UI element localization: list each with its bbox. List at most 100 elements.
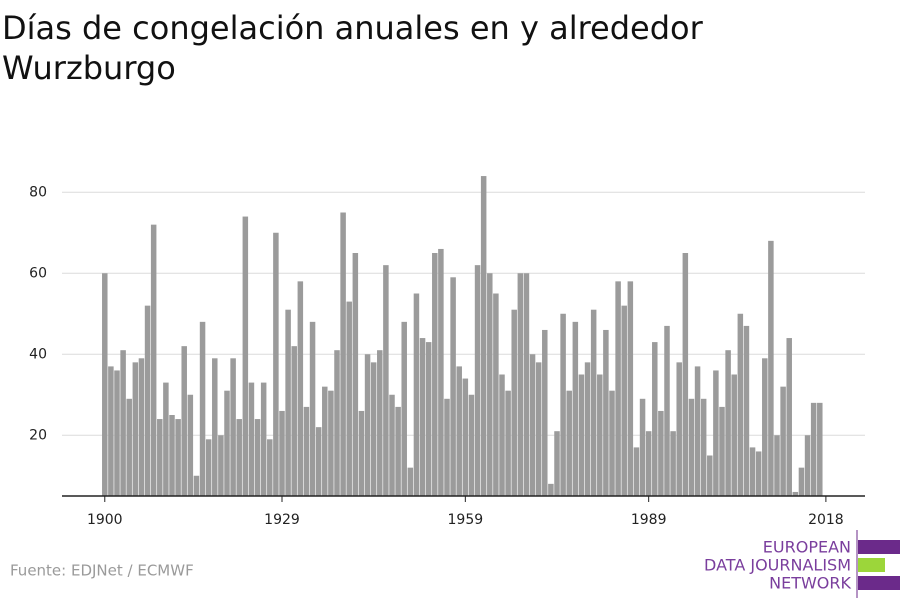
y-tick-label: 60 — [29, 265, 47, 281]
bar — [395, 406, 401, 496]
bar — [309, 321, 316, 496]
bar — [242, 216, 249, 497]
bar — [664, 325, 670, 496]
bar — [163, 382, 169, 496]
bar — [248, 382, 255, 496]
bar — [707, 455, 713, 496]
bar — [181, 346, 187, 496]
bar — [352, 253, 359, 496]
bar — [762, 358, 768, 496]
bar — [218, 435, 224, 496]
bar — [425, 342, 432, 496]
bar — [529, 354, 536, 496]
bar — [572, 321, 579, 496]
bar — [132, 362, 139, 496]
bar — [401, 321, 407, 496]
bar — [554, 431, 560, 496]
bar — [560, 313, 566, 496]
bar — [120, 350, 126, 496]
bar — [645, 431, 652, 496]
bar — [517, 273, 524, 496]
bar — [731, 374, 737, 496]
bar — [419, 338, 426, 496]
bar — [279, 410, 285, 496]
bar — [768, 240, 774, 496]
bar — [328, 390, 334, 496]
bar — [193, 475, 200, 496]
bar — [578, 374, 585, 496]
source: Fuente: EDJNet / ECMWF — [10, 562, 194, 580]
bar — [273, 232, 279, 496]
bar — [187, 394, 194, 496]
y-tick-label: 20 — [29, 427, 47, 443]
bar — [798, 467, 805, 496]
bar — [535, 362, 542, 496]
bar — [389, 394, 395, 496]
y-tick-label: 40 — [29, 346, 47, 362]
bar — [291, 346, 297, 496]
bar — [493, 293, 499, 496]
bar — [175, 419, 181, 496]
logo-bar — [858, 540, 900, 554]
bar — [303, 406, 310, 496]
bar — [407, 467, 414, 496]
logo-bar — [858, 558, 885, 572]
bar — [224, 390, 230, 496]
bar — [548, 483, 554, 496]
bar — [621, 305, 627, 496]
logo: EUROPEAN DATA JOURNALISM NETWORK — [704, 530, 900, 598]
bar — [810, 402, 817, 496]
bar — [590, 309, 597, 496]
y-tick-label: 80 — [29, 184, 47, 200]
bar — [652, 342, 658, 496]
logo-text: EUROPEAN — [763, 538, 851, 557]
bar — [138, 358, 145, 496]
bar — [487, 273, 493, 496]
bar — [212, 358, 218, 496]
bar — [725, 350, 731, 496]
x-tick-label: 1959 — [448, 512, 484, 528]
bar — [755, 451, 762, 496]
bar — [444, 398, 450, 496]
bar — [480, 176, 487, 497]
bar — [682, 253, 689, 496]
chart-title: Días de congelación anuales en y alreded… — [2, 9, 704, 87]
bar — [358, 410, 365, 496]
x-tick-label: 1900 — [87, 512, 123, 528]
bar — [462, 378, 469, 496]
bar — [438, 248, 444, 496]
bar — [432, 253, 438, 496]
bar — [511, 309, 517, 496]
bar — [236, 419, 242, 496]
bar — [713, 370, 719, 496]
bar — [658, 410, 664, 496]
bar — [108, 366, 114, 496]
bar — [804, 435, 811, 496]
bar — [169, 415, 175, 496]
bar — [144, 305, 151, 496]
bar — [639, 398, 646, 496]
bar — [505, 390, 511, 496]
bar — [780, 386, 786, 496]
bar — [370, 362, 377, 496]
bar — [584, 362, 591, 496]
bar — [609, 390, 615, 496]
bar — [267, 439, 273, 496]
x-tick-label: 1929 — [264, 512, 300, 528]
bar — [676, 362, 682, 496]
bar — [102, 273, 108, 496]
bar — [499, 374, 505, 496]
bar — [719, 406, 725, 496]
bar — [254, 419, 261, 496]
x-tick-label: 2018 — [808, 512, 844, 528]
bar — [670, 431, 676, 496]
bar — [157, 419, 163, 496]
bar — [114, 370, 120, 496]
logo-text: NETWORK — [769, 574, 851, 593]
bar — [377, 350, 383, 496]
bar — [542, 329, 548, 496]
bar — [340, 212, 346, 496]
bar — [450, 277, 456, 496]
bar — [322, 386, 328, 496]
bar — [566, 390, 572, 496]
